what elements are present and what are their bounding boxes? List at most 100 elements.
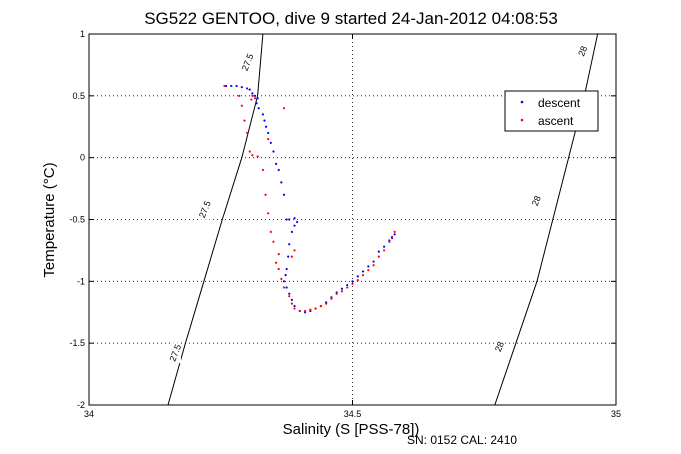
ascent-point	[390, 235, 394, 238]
descent-point	[372, 260, 375, 263]
x-axis-label: Salinity (S [PSS-78])	[283, 421, 420, 438]
y-tick-label: -1	[77, 276, 85, 286]
ascent-point	[377, 255, 380, 258]
ascent-point	[277, 267, 280, 271]
ascent-point	[309, 308, 312, 311]
ascent-point	[253, 97, 257, 100]
x-tick-label: 35	[611, 409, 621, 419]
ascent-point	[372, 264, 375, 267]
ascent-point	[269, 230, 272, 233]
descent-point	[248, 88, 251, 91]
x-tick-label: 34	[84, 409, 94, 419]
ascent-point	[356, 278, 359, 282]
ascent-point	[314, 307, 317, 310]
descent-point	[246, 87, 249, 90]
descent-point	[257, 107, 260, 110]
legend-marker-ascent	[520, 118, 524, 122]
descent-point	[235, 84, 238, 88]
descent-point	[272, 150, 275, 153]
descent-point	[256, 97, 259, 100]
descent-point	[287, 255, 290, 258]
y-tick-label: 0.5	[72, 91, 85, 101]
ascent-point	[223, 84, 226, 88]
ascent-point	[346, 286, 349, 289]
y-tick-label: 1	[80, 29, 85, 39]
descent-point	[293, 304, 296, 308]
ascent-point	[238, 94, 241, 97]
descent-point	[288, 243, 291, 246]
ascent-point	[282, 107, 286, 110]
descent-point	[285, 267, 288, 271]
ascent-point	[267, 138, 270, 141]
descent-point	[377, 250, 380, 253]
descent-point	[230, 84, 233, 88]
legend-label-descent: descent	[538, 96, 581, 110]
footer-note: SN: 0152 CAL: 2410	[407, 433, 517, 447]
ascent-point	[388, 240, 391, 243]
contour-label-bg	[170, 343, 181, 364]
y-tick-label: -2	[77, 400, 85, 410]
descent-point	[346, 283, 349, 287]
descent-point	[351, 280, 354, 283]
legend-box	[504, 90, 599, 132]
descent-point	[361, 270, 365, 273]
y-tick-label: -1.5	[69, 338, 85, 348]
contour-label: 28	[576, 45, 589, 58]
descent-point	[263, 119, 266, 122]
descent-point	[288, 218, 291, 221]
ascent-point	[303, 309, 307, 313]
descent-point	[251, 92, 254, 95]
ascent-point	[293, 307, 296, 310]
descent-point	[255, 102, 258, 105]
ascent-point	[267, 212, 270, 215]
ascent-point	[298, 309, 301, 313]
ascent-point	[261, 168, 265, 172]
descent-point	[280, 181, 283, 184]
ascent-point	[251, 154, 254, 157]
contour-label: 28	[493, 340, 506, 353]
y-axis-label: Temperature (°C)	[41, 162, 58, 277]
descent-point	[253, 94, 257, 97]
ascent-point	[340, 290, 344, 293]
ascent-point	[240, 104, 243, 107]
descent-point	[264, 125, 268, 128]
series-ascent	[223, 84, 396, 313]
ascent-point	[290, 255, 293, 258]
ascent-point	[293, 249, 296, 252]
descent-point	[340, 287, 344, 290]
descent-point	[261, 113, 265, 116]
ascent-point	[335, 292, 338, 295]
contour-label-bg	[578, 41, 589, 62]
descent-point	[284, 274, 287, 277]
ascent-point	[280, 277, 283, 280]
descent-point	[282, 193, 286, 196]
descent-point	[224, 84, 228, 88]
ascent-point	[288, 295, 291, 298]
x-tick-label: 34.5	[344, 409, 362, 419]
descent-point	[240, 86, 243, 89]
ascent-point	[274, 261, 278, 264]
ascent-point	[325, 302, 328, 305]
descent-point	[290, 298, 293, 301]
ascent-point	[330, 297, 333, 300]
ascent-point	[351, 282, 354, 285]
ascent-point	[393, 230, 396, 233]
ascent-point	[264, 193, 267, 196]
density-contour-line	[167, 34, 264, 405]
ascent-point	[383, 249, 386, 252]
descent-point	[285, 218, 288, 221]
descent-point	[356, 275, 359, 278]
ascent-point	[282, 286, 286, 289]
contour-label-bg	[495, 336, 506, 357]
contour-label-bg	[200, 199, 211, 220]
descent-point	[269, 141, 272, 144]
descent-point	[267, 131, 270, 135]
contour-label-bg	[531, 190, 542, 211]
descent-point	[367, 265, 370, 268]
ascent-point	[361, 274, 365, 277]
ascent-point	[250, 98, 253, 101]
descent-point	[393, 233, 396, 236]
descent-point	[288, 292, 291, 295]
